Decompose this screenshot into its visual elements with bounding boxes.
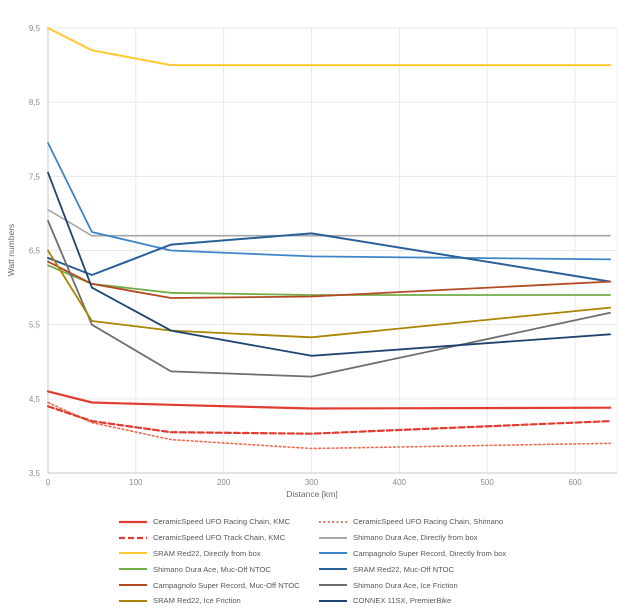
chart-legend: CeramicSpeed UFO Racing Chain, KMC Cerami… xyxy=(118,514,558,609)
legend-line-swatch-icon xyxy=(119,552,147,555)
legend-line-swatch-icon xyxy=(119,568,147,571)
data-series-lines xyxy=(46,27,612,450)
legend-label: CeramicSpeed UFO Racing Chain, Shimano xyxy=(353,517,504,527)
svg-text:4,5: 4,5 xyxy=(29,395,41,404)
legend-item: CeramicSpeed UFO Track Chain, KMC xyxy=(118,533,318,542)
x-axis-title: Distance [km] xyxy=(286,489,338,499)
legend-item: SRAM Red22, Muc-Off NTOC xyxy=(318,565,558,574)
series-line xyxy=(46,405,612,435)
svg-text:3,5: 3,5 xyxy=(29,469,41,478)
svg-text:500: 500 xyxy=(480,478,494,487)
legend-item: Campagnolo Super Record, Muc-Off NTOC xyxy=(118,581,318,590)
legend-label: SRAM Red22, Ice Friction xyxy=(153,596,241,606)
legend-item: CeramicSpeed UFO Racing Chain, KMC xyxy=(118,517,318,526)
legend-label: CeramicSpeed UFO Track Chain, KMC xyxy=(153,533,286,543)
legend-line-swatch-icon xyxy=(319,536,347,539)
legend-line-swatch-icon xyxy=(119,536,147,539)
legend-item: Shimano Dura Ace, Ice Friction xyxy=(318,581,558,590)
svg-text:9,5: 9,5 xyxy=(29,24,41,33)
legend-label: Campagnolo Super Record, Muc-Off NTOC xyxy=(153,580,300,590)
svg-text:600: 600 xyxy=(568,478,582,487)
legend-line-swatch-icon xyxy=(319,599,347,602)
legend-label: Shimano Dura Ace, Directly from box xyxy=(353,533,478,543)
series-line xyxy=(47,142,611,261)
legend-line-swatch-icon xyxy=(119,584,147,587)
legend-label: Shimano Dura Ace, Ice Friction xyxy=(353,580,458,590)
legend-line-swatch-icon xyxy=(319,568,347,571)
series-line xyxy=(47,264,611,296)
legend-label: Shimano Dura Ace, Muc-Off NTOC xyxy=(153,564,271,574)
legend-label: SRAM Red22, Directly from box xyxy=(153,548,261,558)
svg-text:400: 400 xyxy=(393,478,407,487)
legend-line-swatch-icon xyxy=(319,520,347,523)
tick-labels: 0 100 200 300 400 500 600 3,5 4,5 5,5 6,5 7,5 8,5 9,5 xyxy=(29,24,582,487)
legend-line-swatch-icon xyxy=(119,520,147,523)
svg-text:5,5: 5,5 xyxy=(29,321,41,330)
legend-line-swatch-icon xyxy=(319,552,347,555)
line-chart: 0 100 200 300 400 500 600 3,5 4,5 5,5 6,5 7,5 8,5 9,5… xyxy=(6,24,618,499)
legend-line-swatch-icon xyxy=(319,584,347,587)
legend-item: SRAM Red22, Directly from box xyxy=(118,549,318,558)
legend-item: Shimano Dura Ace, Muc-Off NTOC xyxy=(118,565,318,574)
legend-line-swatch-icon xyxy=(119,599,147,602)
legend-item: SRAM Red22, Ice Friction xyxy=(118,596,318,605)
series-line xyxy=(47,219,611,378)
y-axis-title: Watt numbers xyxy=(6,224,16,277)
svg-text:100: 100 xyxy=(129,478,143,487)
legend-label: CeramicSpeed UFO Racing Chain, KMC xyxy=(153,517,291,527)
legend-item: Shimano Dura Ace, Directly from box xyxy=(318,533,558,542)
series-line xyxy=(47,208,611,237)
svg-text:7,5: 7,5 xyxy=(29,172,41,181)
legend-item: Campagnolo Super Record, Directly from b… xyxy=(318,549,558,558)
series-line xyxy=(47,27,612,67)
series-line xyxy=(47,260,611,299)
svg-text:0: 0 xyxy=(46,478,51,487)
legend-item: CeramicSpeed UFO Racing Chain, Shimano xyxy=(318,517,558,526)
legend-item: CONNEX 11SX, PremierBike xyxy=(318,596,558,605)
svg-text:8,5: 8,5 xyxy=(29,98,41,107)
legend-label: CONNEX 11SX, PremierBike xyxy=(353,596,452,606)
series-line xyxy=(46,390,612,410)
series-line xyxy=(47,171,611,357)
gridlines xyxy=(48,27,618,473)
svg-text:300: 300 xyxy=(305,478,319,487)
legend-label: Campagnolo Super Record, Directly from b… xyxy=(353,548,507,558)
legend-label: SRAM Red22, Muc-Off NTOC xyxy=(353,564,454,574)
svg-text:200: 200 xyxy=(217,478,231,487)
series-line xyxy=(47,232,612,283)
svg-text:6,5: 6,5 xyxy=(29,247,41,256)
